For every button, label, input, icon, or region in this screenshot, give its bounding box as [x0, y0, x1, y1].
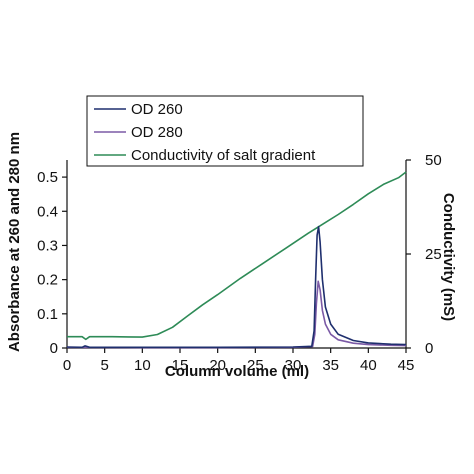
- y-tick-label: 0: [50, 340, 58, 357]
- series-lines: [66, 171, 407, 349]
- x-tick-label: 35: [322, 357, 339, 374]
- x-tick-label: 40: [360, 357, 377, 374]
- y-tick-label: 0.5: [37, 169, 58, 186]
- y2-tick-label: 25: [425, 246, 442, 263]
- y2-tick-label: 0: [425, 340, 433, 357]
- legend-label-od260: OD 260: [131, 101, 183, 118]
- x-tick-label: 45: [398, 357, 415, 374]
- x-tick-label: 10: [134, 357, 151, 374]
- legend-label-conductivity: Conductivity of salt gradient: [131, 147, 316, 164]
- y2-ticks: 0 25 50: [406, 152, 442, 357]
- x-tick-label: 25: [247, 357, 264, 374]
- x-axis-title: Column volume (ml): [165, 363, 309, 380]
- x-tick-label: 0: [63, 357, 71, 374]
- series-od280-line: [66, 280, 407, 349]
- legend-label-od280: OD 280: [131, 124, 183, 141]
- y-axis-title: Absorbance at 260 and 280 nm: [6, 132, 23, 352]
- y2-axis-title: Conductivity (mS): [440, 193, 457, 321]
- y-tick-label: 0.3: [37, 237, 58, 254]
- y-tick-label: 0.1: [37, 306, 58, 323]
- x-tick-label: 15: [172, 357, 189, 374]
- y-ticks: 0 0.1 0.2 0.3 0.4 0.5: [37, 169, 67, 357]
- x-tick-label: 20: [209, 357, 226, 374]
- legend-box: [86, 95, 364, 167]
- y-tick-label: 0.4: [37, 203, 58, 220]
- x-tick-label: 30: [285, 357, 302, 374]
- series-conductivity-line: [67, 171, 407, 341]
- x-tick-label: 5: [100, 357, 108, 374]
- y-tick-label: 0.2: [37, 272, 58, 289]
- y2-tick-label: 50: [425, 152, 442, 169]
- axes: [66, 160, 407, 349]
- x-ticks: 0 5 10 15 20 25 30 35 40 45: [63, 348, 415, 374]
- series-od260-line: [66, 225, 407, 349]
- legend: OD 260 OD 280 Conductivity of salt gradi…: [86, 95, 364, 167]
